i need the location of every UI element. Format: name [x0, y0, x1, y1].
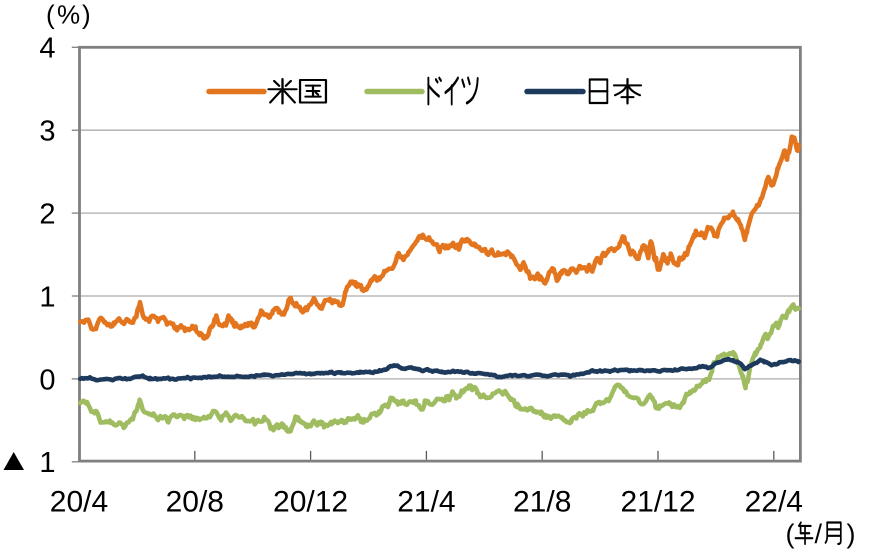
svg-text:21/8: 21/8 [513, 486, 571, 519]
svg-text:21/12: 21/12 [620, 486, 695, 519]
svg-text:): ) [847, 519, 856, 549]
svg-text:20/4: 20/4 [50, 486, 108, 519]
svg-text:/: / [815, 519, 823, 549]
svg-text:(: ( [46, 0, 55, 30]
svg-text:3: 3 [39, 116, 55, 148]
svg-text:21/4: 21/4 [397, 486, 455, 519]
svg-text:22/4: 22/4 [745, 486, 803, 519]
svg-text:): ) [82, 0, 91, 30]
svg-text:1: 1 [39, 281, 55, 313]
svg-text:0: 0 [39, 364, 55, 396]
svg-text:20/8: 20/8 [166, 486, 224, 519]
svg-text:4: 4 [39, 33, 55, 65]
svg-text:(: ( [786, 519, 795, 549]
svg-text:%: % [57, 0, 80, 30]
svg-text:1: 1 [39, 447, 55, 479]
svg-text:2: 2 [39, 199, 55, 231]
svg-text:20/12: 20/12 [273, 486, 348, 519]
